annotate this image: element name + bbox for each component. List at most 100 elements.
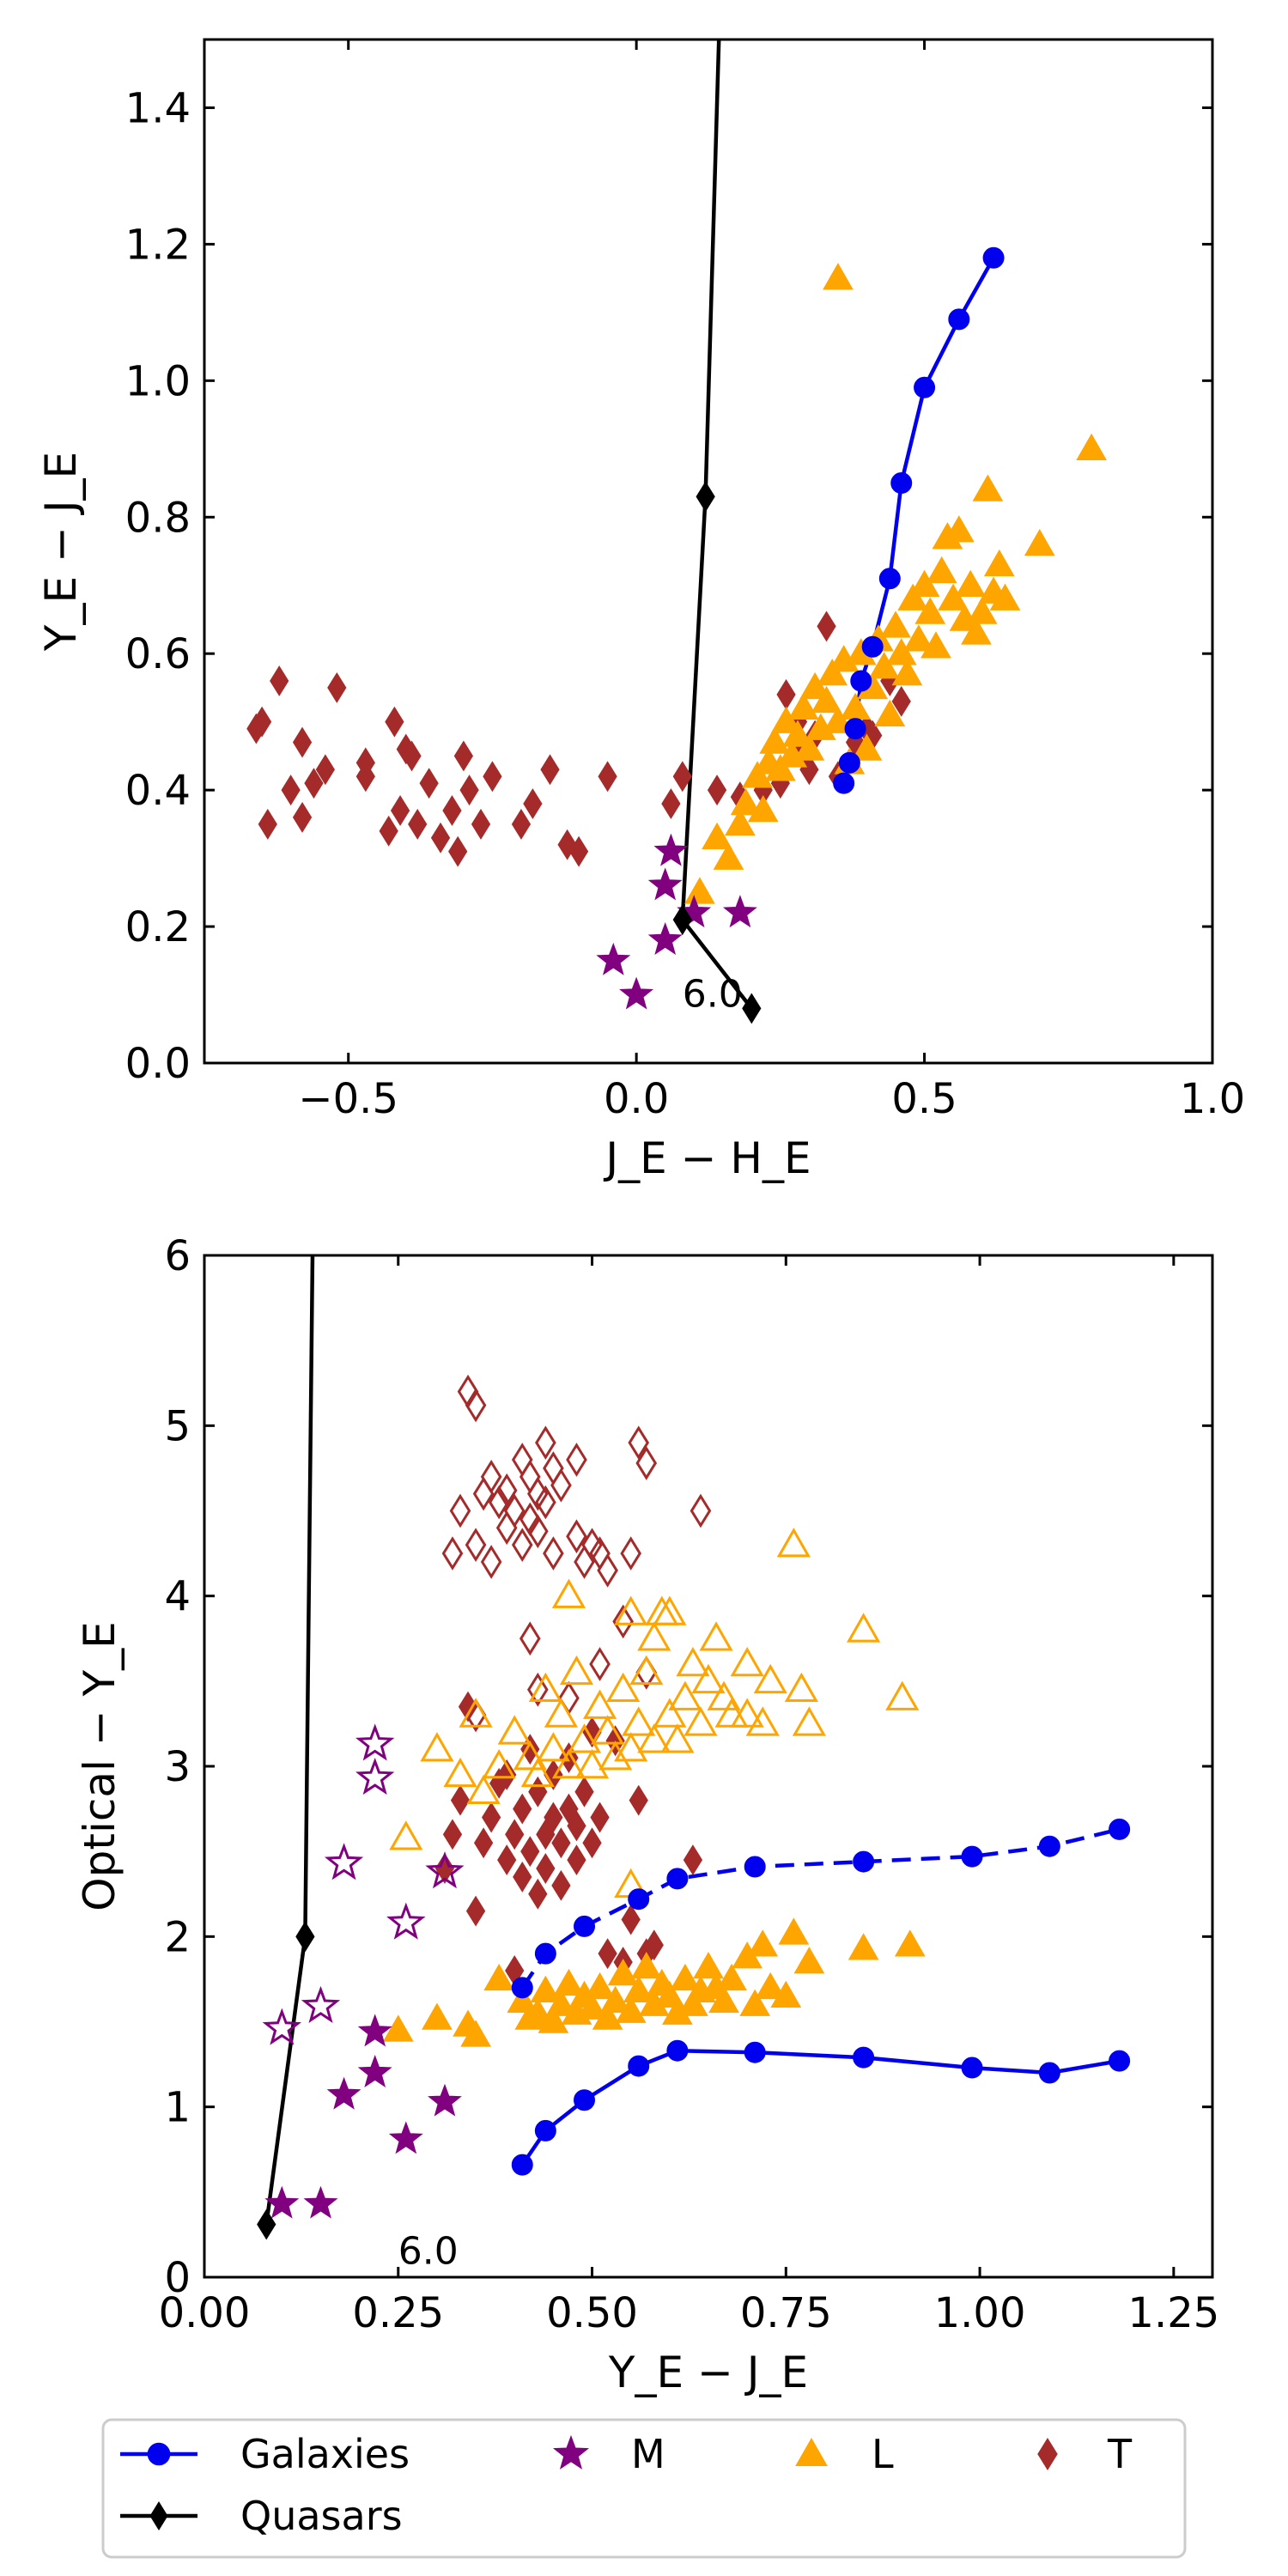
l-dwarf-point	[894, 1929, 926, 1957]
l-dwarf-point	[851, 733, 883, 761]
galaxy-point	[666, 1868, 689, 1890]
t-dwarf-point	[292, 726, 313, 758]
l-dwarf-point	[714, 1698, 749, 1728]
m-dwarf-point	[324, 1843, 364, 1880]
quasar-point	[742, 993, 762, 1024]
m-dwarf-point	[301, 1985, 341, 2023]
l-dwarf-point	[699, 1621, 733, 1651]
y-tick-label: 1	[164, 2084, 191, 2132]
galaxy-point	[961, 1845, 983, 1868]
l-dwarf-point	[745, 1706, 780, 1736]
m-dwarf-point	[653, 833, 689, 866]
t-dwarf-point	[449, 1493, 471, 1528]
l-dwarf-point	[778, 1917, 810, 1945]
m-dwarf-point	[357, 2054, 392, 2087]
quasar-point	[304, 1206, 322, 1236]
t-dwarf-point	[567, 1844, 586, 1876]
y-tick-label: 1.4	[125, 84, 191, 132]
t-dwarf-point	[453, 740, 474, 772]
t-dwarf-point	[390, 795, 410, 826]
l-dwarf-point	[420, 1732, 454, 1762]
t-dwarf-point	[544, 1801, 563, 1833]
l-dwarf-point	[615, 1996, 647, 2023]
l-dwarf-point	[559, 1655, 594, 1686]
x-axis-title: J_E − H_E	[603, 1133, 811, 1183]
t-dwarf-point	[519, 1621, 541, 1656]
t-dwarf-point	[450, 1784, 471, 1816]
x-tick-label: 1.25	[1127, 2289, 1219, 2337]
t-dwarf-point	[683, 1844, 703, 1876]
t-dwarf-point	[527, 1672, 549, 1707]
l-dwarf-point	[972, 474, 1004, 501]
quasar-point	[257, 2208, 276, 2240]
l-dwarf-point	[691, 1663, 726, 1694]
y-tick-label: 0.8	[125, 494, 191, 542]
l-dwarf-point	[920, 631, 951, 659]
l-dwarf-point	[584, 1971, 616, 2000]
y-axis-title: Y_E − J_E	[36, 452, 86, 652]
t-dwarf-point	[408, 808, 428, 840]
l-dwarf-point	[630, 1952, 662, 1979]
l-dwarf-point	[730, 1698, 764, 1728]
l-dwarf-point	[599, 1985, 631, 2013]
x-tick-label: 0.75	[740, 2289, 832, 2337]
t-dwarf-point	[543, 1451, 564, 1485]
y-tick-label: 1.2	[125, 221, 191, 269]
galaxy-point	[878, 568, 901, 590]
m-dwarf-point	[647, 867, 683, 901]
t-dwarf-point	[483, 761, 502, 793]
l-dwarf-point	[551, 1578, 586, 1608]
l-dwarf-point	[459, 1698, 493, 1728]
t-dwarf-point	[511, 1443, 533, 1477]
l-dwarf-point	[1076, 433, 1107, 461]
t-dwarf-point	[441, 1536, 464, 1571]
t-dwarf-point	[511, 1528, 533, 1563]
x-tick-label: 0.00	[159, 2289, 251, 2337]
t-dwarf-point	[442, 1819, 463, 1850]
l-dwarf-point	[574, 1748, 610, 1779]
l-dwarf-point	[389, 1820, 423, 1850]
legend-label: Galaxies	[240, 2431, 410, 2477]
l-dwarf-point	[513, 1741, 547, 1771]
l-dwarf-point	[891, 659, 923, 686]
t-dwarf-point	[505, 1819, 525, 1850]
l-dwarf-point	[885, 1680, 920, 1710]
x-tick-label: 1.0	[1180, 1075, 1245, 1123]
y-tick-label: 6	[164, 1232, 191, 1280]
t-dwarf-point	[597, 1553, 618, 1588]
galaxy-point	[890, 472, 913, 495]
t-dwarf-point	[528, 1776, 548, 1807]
l-dwarf-point	[683, 1706, 718, 1736]
l-dwarf-point	[708, 1985, 739, 2013]
galaxy-point	[744, 2041, 766, 2063]
t-dwarf-point	[520, 1836, 540, 1868]
t-dwarf-point	[661, 788, 681, 819]
legend-frame	[101, 2418, 1187, 2559]
y-axis-title: Optical − Y_E	[75, 1621, 125, 1911]
t-dwarf-point	[672, 761, 692, 793]
l-dwarf-point	[983, 549, 1015, 577]
t-dwarf-point	[558, 1680, 580, 1716]
l-dwarf-point	[730, 788, 762, 816]
t-dwarf-point	[690, 1493, 712, 1528]
t-dwarf-point	[590, 1801, 610, 1833]
l-dwarf-point	[908, 569, 940, 597]
t-dwarf-point	[519, 1459, 541, 1494]
t-dwarf-point	[551, 1827, 571, 1859]
t-dwarf-point	[540, 754, 560, 786]
t-dwarf-point	[355, 761, 375, 793]
t-dwarf-point	[612, 1604, 634, 1639]
l-dwarf-point	[536, 1732, 570, 1762]
l-dwarf-point	[582, 1689, 617, 1719]
l-dwarf-point	[614, 1732, 648, 1762]
galaxy-point	[1109, 1818, 1131, 1840]
galaxy-point	[861, 635, 884, 658]
m-dwarf-point	[596, 942, 631, 975]
l-dwarf-point	[684, 877, 715, 904]
t-dwarf-point	[482, 1801, 501, 1833]
l-dwarf-point	[817, 659, 848, 686]
t-dwarf-point	[252, 706, 272, 738]
l-dwarf-point	[926, 556, 957, 584]
axes-frame	[203, 1254, 1214, 2279]
